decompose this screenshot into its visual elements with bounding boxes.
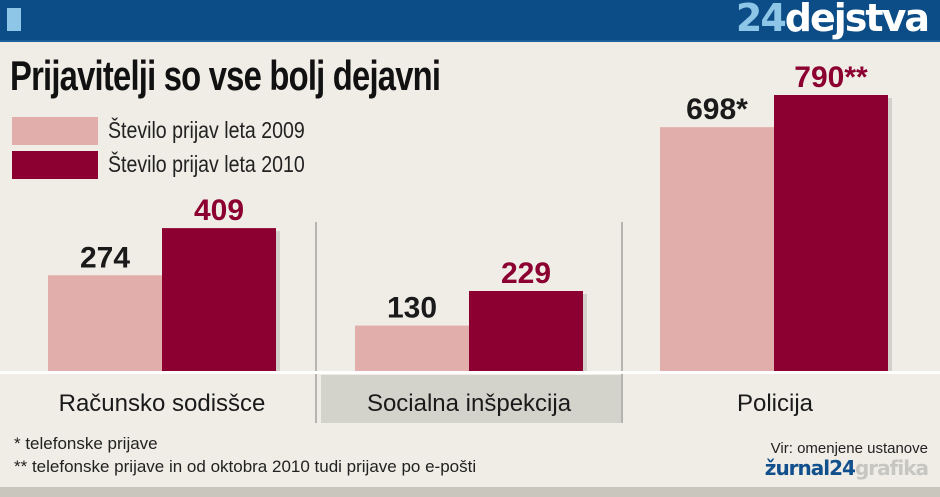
bar-2010 — [162, 228, 276, 371]
bar-2010 — [469, 290, 583, 371]
footnote-2: ** telefonske prijave in od oktobra 2010… — [14, 457, 477, 476]
data-label: 130 — [387, 292, 437, 325]
data-label: 274 — [80, 241, 130, 274]
footnote-1: * telefonske prijave — [14, 434, 158, 453]
header-bar: 24dejstva — [0, 0, 940, 42]
chart-title: Prijavitelji so vse bolj dejavni — [10, 52, 441, 99]
bottom-strip — [0, 487, 940, 497]
header-square-icon — [7, 8, 21, 31]
data-label: 409 — [194, 194, 244, 227]
bar-2010 — [774, 95, 888, 371]
category-label: Računsko sodisšce — [59, 390, 266, 417]
legend-label-2009: Število prijav leta 2009 — [108, 117, 305, 143]
data-label: 698* — [686, 93, 748, 126]
bar-2009 — [48, 275, 162, 371]
legend-label-2010: Število prijav leta 2010 — [108, 151, 305, 177]
legend-swatch-2010 — [12, 151, 98, 179]
bar-2009 — [355, 325, 469, 371]
baseline — [0, 371, 940, 374]
bar-2009 — [660, 127, 774, 371]
credit-logo: žurnal24grafika — [764, 456, 929, 480]
data-label: 229 — [501, 257, 551, 290]
source-note: Vir: omenjene ustanove — [770, 440, 928, 457]
legend-swatch-2009 — [12, 117, 98, 145]
category-band — [321, 375, 622, 423]
brand-logo: 24dejstva — [735, 0, 930, 40]
category-label: Socialna inšpekcija — [367, 390, 572, 417]
category-label: Policija — [737, 390, 814, 417]
data-label: 790** — [794, 61, 868, 94]
